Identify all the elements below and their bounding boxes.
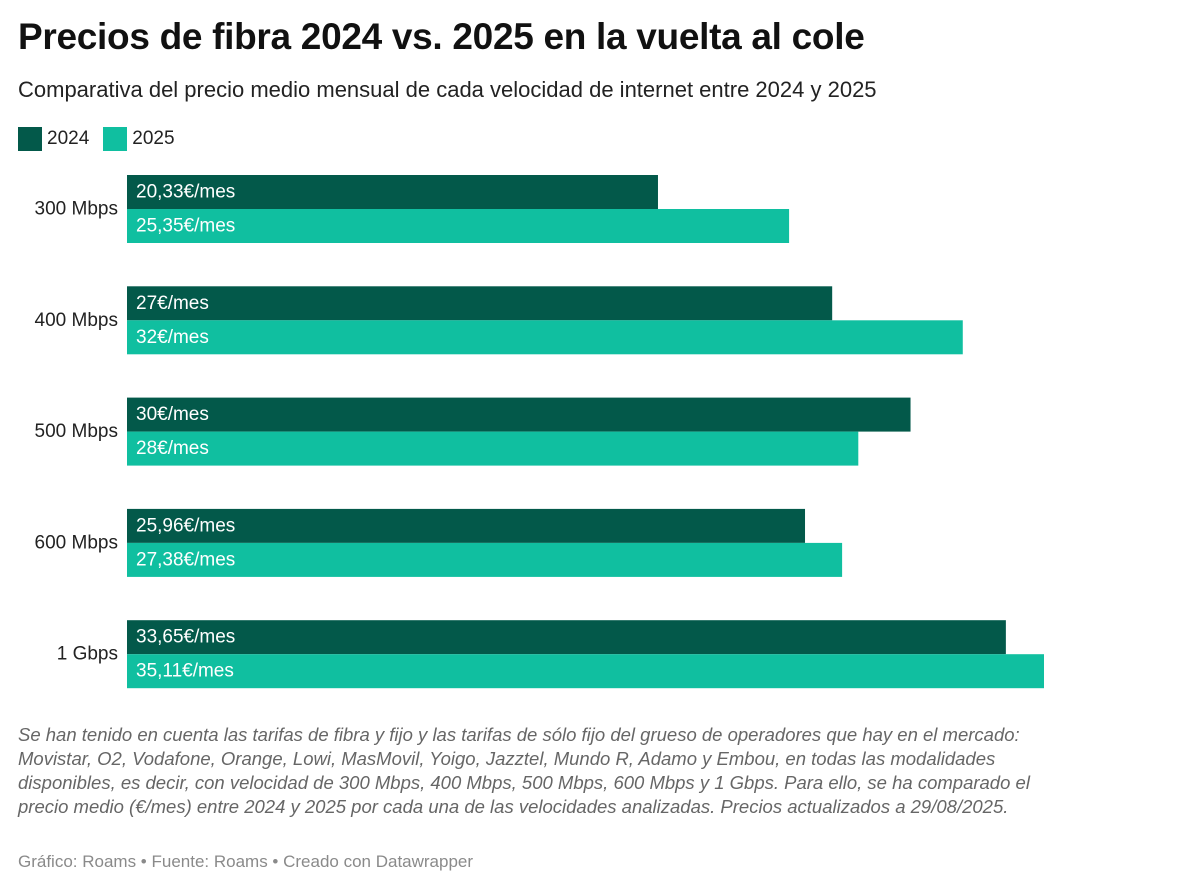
bar-chart: 300 Mbps 20,33€/mes 25,35€/mes 400 Mbps 27€/…: [35, 175, 1044, 689]
category-label: 400 Mbps: [35, 310, 118, 331]
legend-item-2025: 2025: [103, 127, 175, 151]
bar-value-label: 35,11€/mes: [136, 661, 234, 682]
bar-2025: [127, 209, 790, 243]
legend-label-2025: 2025: [132, 128, 175, 149]
chart-notes: Se han tenido en cuenta las tarifas de f…: [18, 724, 1030, 817]
bar-value-label: 27€/mes: [136, 293, 209, 314]
bar-2024: [127, 620, 1006, 655]
bar-value-label: 25,35€/mes: [136, 216, 235, 237]
legend-item-2024: 2024: [18, 127, 89, 151]
category-label: 600 Mbps: [35, 532, 118, 553]
category-label: 1 Gbps: [57, 644, 118, 665]
bar-2025: [127, 431, 859, 466]
bar-value-label: 30€/mes: [136, 404, 209, 425]
bar-2024: [127, 286, 833, 321]
bar-2025: [127, 654, 1044, 689]
legend-label-2024: 2024: [47, 128, 90, 149]
category-label: 300 Mbps: [35, 199, 118, 220]
chart-credit: Gráfico: Roams • Fuente: Roams • Creado …: [18, 852, 474, 871]
bar-2024: [127, 397, 911, 432]
chart-title: Precios de fibra 2024 vs. 2025 en la vue…: [18, 16, 865, 57]
bar-value-label: 20,33€/mes: [136, 182, 235, 203]
legend-swatch-2024: [18, 127, 42, 151]
legend: 2024 2025: [18, 127, 189, 151]
bar-value-label: 33,65€/mes: [136, 627, 235, 648]
bar-value-label: 27,38€/mes: [136, 549, 235, 570]
bar-2024: [127, 508, 806, 543]
bar-2025: [127, 320, 963, 355]
bar-value-label: 28€/mes: [136, 438, 209, 459]
bar-value-label: 25,96€/mes: [136, 515, 235, 536]
category-label: 500 Mbps: [35, 421, 118, 442]
chart-subtitle: Comparativa del precio medio mensual de …: [18, 77, 877, 102]
bar-2024: [127, 175, 658, 209]
bar-value-label: 32€/mes: [136, 327, 209, 348]
legend-swatch-2025: [103, 127, 128, 151]
bar-2025: [127, 542, 843, 577]
